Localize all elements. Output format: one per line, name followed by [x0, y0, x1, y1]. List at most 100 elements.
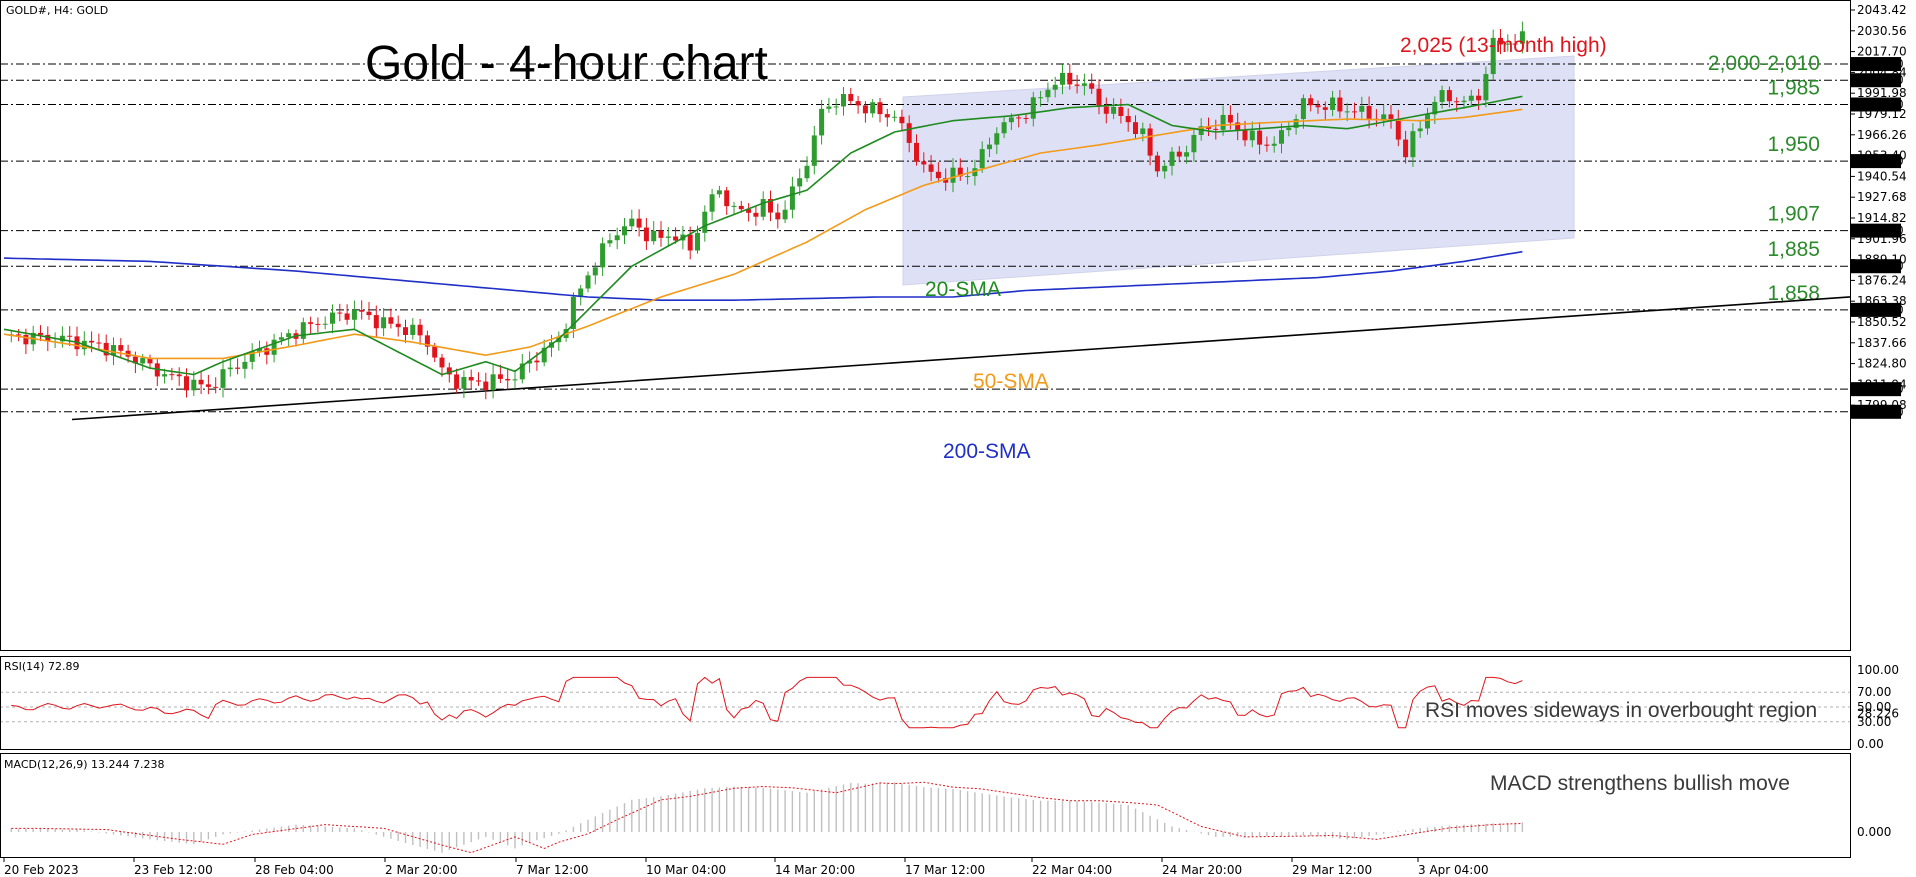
candle-body [658, 230, 664, 238]
candle-body [176, 374, 182, 377]
price-axis-label: 1863.38 [1857, 294, 1907, 308]
candle-body [979, 149, 985, 169]
candle-body [665, 236, 671, 238]
candle-body [1067, 72, 1073, 85]
candle-body [388, 317, 394, 324]
level-label: 2,000-2,010 [1708, 52, 1820, 75]
candle-body [884, 114, 890, 118]
price-axis-label: 2043.42 [1857, 3, 1907, 17]
candle-body [169, 374, 175, 376]
level-price-tag-text: 1950.00 [1854, 154, 1904, 168]
price-axis-label: 1979.12 [1857, 107, 1907, 121]
candle-body [308, 322, 314, 324]
price-axis-label: 1914.82 [1857, 211, 1907, 225]
time-axis-label: 22 Mar 04:00 [1032, 863, 1112, 877]
candle-body [950, 167, 956, 183]
candle-body [1476, 95, 1482, 101]
candle-body [286, 333, 292, 338]
candle-body [892, 116, 898, 118]
price-axis-label: 2004.84 [1857, 65, 1907, 79]
candle-body [1206, 126, 1211, 129]
time-axis-label: 28 Feb 04:00 [255, 863, 334, 877]
price-axis-label: 1940.54 [1857, 169, 1907, 183]
candle-body [315, 323, 321, 325]
candle-body [1147, 128, 1153, 156]
candle-body [1483, 74, 1489, 101]
candle-body [205, 384, 211, 387]
candle-body [497, 374, 503, 379]
sma200-label: 200-SMA [943, 440, 1031, 463]
candle-body [249, 351, 255, 362]
candle-body [1322, 107, 1328, 110]
level-price-tag [1851, 382, 1901, 397]
candle-body [731, 205, 737, 207]
macd-panel-frame [0, 753, 1851, 858]
level-price-tag-text: 1795.00 [1854, 405, 1904, 419]
candle-body [870, 102, 876, 114]
candle-body [1425, 114, 1430, 129]
level-price-tag [1851, 259, 1901, 274]
price-axis-label: 2017.70 [1857, 45, 1907, 59]
candle-body [162, 374, 168, 377]
candle-body [468, 377, 474, 381]
candle-body [1081, 83, 1087, 86]
time-axis-label: 20 Feb 2023 [4, 863, 79, 877]
candle-body [198, 379, 204, 385]
candle-body [512, 379, 518, 381]
time-axis-label: 17 Mar 12:00 [905, 863, 985, 877]
candle-body [1030, 97, 1036, 119]
candle-body [235, 367, 241, 369]
time-axis-label: 14 Mar 20:00 [775, 863, 855, 877]
candle-body [1213, 128, 1219, 130]
main-panel-frame [0, 0, 1851, 651]
time-axis-label: 10 Mar 04:00 [646, 863, 726, 877]
level-price-tag-text: 1858.00 [1854, 303, 1904, 317]
candle-body [96, 342, 102, 344]
candle-body [1439, 90, 1445, 102]
candle-body [59, 335, 65, 342]
rsi-axis-label: 50.00 [1857, 700, 1891, 714]
level-price-tag-text: 2000.00 [1854, 73, 1904, 87]
candle-body [213, 386, 219, 388]
level-price-tag-text: 2010.00 [1854, 57, 1904, 71]
candle-body [1454, 101, 1460, 103]
level-price-tag [1851, 73, 1901, 88]
rsi-axis-label: 70.00 [1857, 685, 1891, 699]
candle-body [366, 311, 372, 316]
candle-body [424, 335, 430, 347]
candle-body [775, 212, 781, 220]
rsi-panel-frame [0, 656, 1851, 750]
price-axis-label: 1850.52 [1857, 315, 1907, 329]
level-label: 1,985 [1767, 76, 1820, 99]
candle-body [724, 190, 730, 207]
candle-body [789, 186, 795, 210]
candle-body [841, 94, 846, 107]
price-axis-label: 1824.80 [1857, 357, 1907, 371]
macd-axis-label: 0.000 [1857, 825, 1891, 839]
candle-body [220, 369, 226, 388]
candle-body [906, 123, 912, 143]
rsi-axis-label: 30.00 [1857, 715, 1891, 729]
candle-body [1395, 118, 1401, 140]
candle-body [439, 357, 445, 368]
sma200-line [3, 250, 1523, 301]
candle-body [351, 310, 357, 320]
candle-body [483, 381, 489, 391]
candle-body [826, 106, 832, 109]
level-price-tag [1851, 57, 1901, 72]
candle-body [943, 178, 949, 183]
candle-body [1023, 117, 1029, 119]
candle-body [264, 348, 270, 355]
rsi-annotation: RSI moves sideways in overbought region [1425, 699, 1817, 722]
candle-body [1461, 100, 1467, 103]
price-axis-label: 1901.96 [1857, 232, 1907, 246]
candle-body [607, 240, 613, 244]
price-axis-label: 2030.56 [1857, 24, 1907, 38]
candle-body [446, 367, 452, 375]
level-label: 1,885 [1767, 238, 1820, 261]
time-axis-label: 2 Mar 20:00 [385, 863, 458, 877]
candle-body [1512, 43, 1518, 45]
level-price-tag-text: 1907.00 [1854, 224, 1904, 238]
candle-body [1293, 119, 1299, 128]
time-axis-label: 29 Mar 12:00 [1292, 863, 1372, 877]
